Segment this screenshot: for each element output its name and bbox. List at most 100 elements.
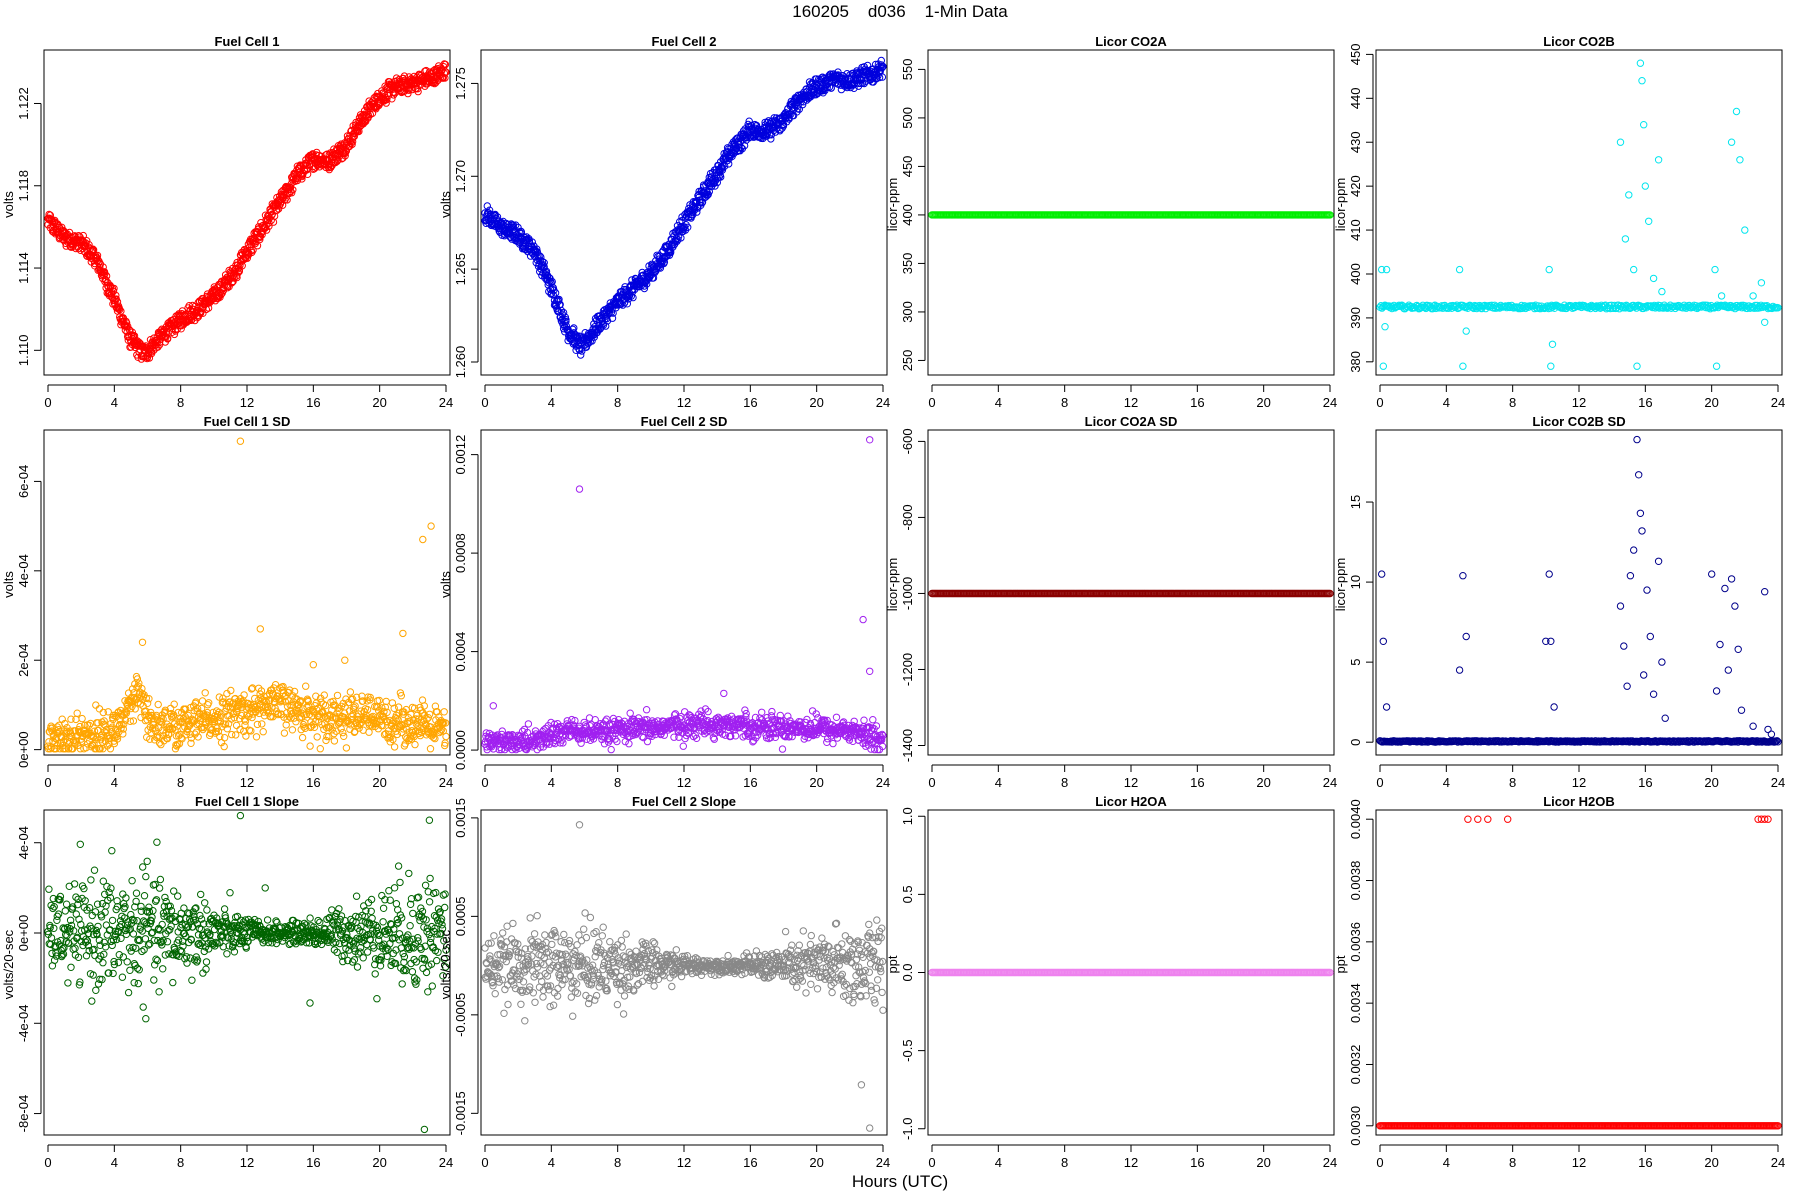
data-point: [553, 724, 561, 733]
data-point: [324, 712, 332, 720]
data-point: [1761, 318, 1769, 326]
x-tick-label: 20: [1256, 395, 1270, 410]
data-point: [271, 704, 279, 712]
data-point: [106, 745, 115, 753]
data-point: [660, 731, 668, 739]
data-point: [296, 161, 304, 169]
data-point: [253, 720, 262, 729]
y-tick-label: 1.270: [453, 160, 468, 193]
data-point: [739, 127, 748, 135]
data-point: [243, 254, 252, 262]
data-point: [672, 234, 680, 243]
data-point: [147, 708, 155, 717]
data-point: [1548, 340, 1557, 348]
panel-title: Fuel Cell 2: [651, 34, 716, 49]
data-point: [129, 717, 138, 725]
data-point: [124, 322, 132, 331]
data-point: [712, 715, 721, 723]
data-point: [130, 693, 139, 702]
data-point: [721, 162, 729, 170]
data-point: [374, 703, 382, 711]
x-tick-label: 4: [548, 395, 555, 410]
plot-frame: [480, 49, 888, 376]
data-point: [684, 223, 692, 232]
x-tick-label: 12: [1572, 395, 1586, 410]
data-point: [1378, 265, 1386, 274]
data-point: [289, 186, 297, 194]
data-point: [206, 724, 214, 732]
y-tick-label: 0.0012: [453, 435, 468, 475]
x-tick-label: 16: [306, 775, 320, 790]
data-point: [352, 693, 361, 701]
data-point: [536, 252, 544, 260]
x-tick-label: 8: [614, 395, 621, 410]
data-point: [608, 314, 617, 322]
data-point: [702, 193, 710, 201]
data-point: [1649, 274, 1658, 283]
data-point: [1757, 279, 1766, 287]
data-point: [799, 100, 807, 109]
data-point: [677, 234, 685, 242]
data-point: [236, 437, 245, 445]
data-point: [297, 697, 305, 705]
data-point: [138, 638, 147, 646]
data-point: [357, 707, 365, 715]
x-tick-label: 16: [306, 395, 320, 410]
data-point: [425, 710, 434, 718]
data-point: [348, 138, 357, 146]
data-point: [349, 710, 357, 718]
data-point: [204, 304, 213, 312]
data-point: [718, 166, 727, 174]
data-point: [286, 686, 294, 694]
data-point: [247, 685, 256, 693]
data-point: [298, 733, 307, 742]
data-point: [203, 708, 212, 717]
data-point: [866, 667, 874, 675]
data-point: [442, 732, 450, 741]
data-point: [400, 72, 409, 80]
data-point: [73, 709, 81, 717]
data-point: [235, 267, 244, 276]
data-point: [340, 732, 348, 740]
data-point: [239, 699, 247, 707]
data-point: [109, 287, 118, 295]
data-point: [710, 735, 718, 743]
data-point: [498, 727, 506, 735]
data-point: [613, 737, 621, 746]
x-tick-label: 8: [177, 775, 184, 790]
data-point: [350, 132, 358, 141]
data-point: [677, 712, 685, 721]
data-point: [348, 695, 357, 703]
data-point: [758, 708, 766, 716]
data-point: [718, 726, 726, 734]
data-point: [1641, 182, 1650, 190]
data-point: [643, 737, 652, 746]
panel-title: Licor CO2B: [1543, 34, 1615, 49]
data-point: [393, 730, 401, 739]
y-tick-label: 6e-04: [16, 465, 31, 498]
data-point: [860, 716, 868, 724]
y-tick-label: -800: [900, 504, 915, 530]
data-point: [503, 744, 512, 752]
data-point: [427, 522, 435, 530]
panel-fuel-cell-2-sd: Fuel Cell 2 SD0 4 8 12 16 20 240.00000.00040.0…: [438, 414, 890, 790]
data-point: [1462, 327, 1470, 335]
data-point: [400, 708, 408, 716]
data-point: [120, 720, 128, 728]
data-point: [356, 719, 364, 728]
data-point: [217, 710, 225, 718]
data-point: [558, 736, 566, 744]
x-tick-label: 12: [677, 395, 691, 410]
data-point: [704, 707, 712, 716]
data-point: [693, 208, 701, 216]
data-point: [671, 710, 680, 718]
data-point: [143, 716, 151, 724]
data-point: [320, 691, 328, 699]
data-point: [194, 313, 203, 321]
data-point: [256, 232, 265, 240]
data-point: [203, 713, 211, 721]
plot-frame: [1375, 49, 1783, 376]
data-point: [432, 78, 440, 87]
y-tick-label: -1200: [900, 653, 915, 686]
